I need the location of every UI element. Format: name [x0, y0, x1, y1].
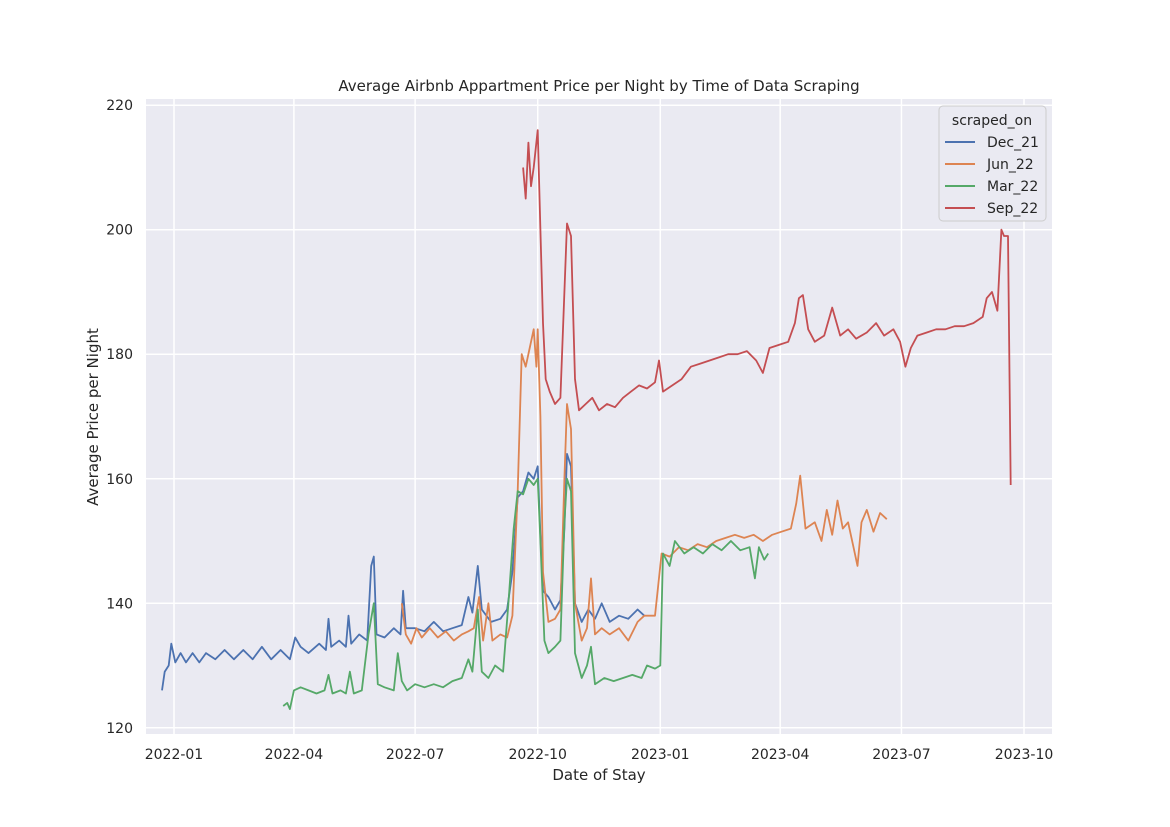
legend-label: Sep_22 — [987, 201, 1038, 217]
x-tick-label: 2022-07 — [386, 747, 445, 763]
x-tick-label: 2023-04 — [751, 747, 810, 763]
y-axis-ticks: 120 140 160 180 200 220 — [106, 98, 133, 737]
y-tick-label: 220 — [106, 98, 133, 114]
y-tick-label: 180 — [106, 347, 133, 363]
legend-title: scraped_on — [952, 113, 1032, 129]
series-line-jun-22 — [400, 328, 888, 645]
legend: scraped_on Dec_21 Jun_22 Mar_22 Sep_22 — [938, 105, 1047, 222]
series-layer — [161, 129, 1012, 710]
x-axis-ticks: 2022-01 2022-04 2022-07 2022-10 2023-01 2023-… — [145, 747, 1054, 763]
plot-area — [146, 99, 1052, 734]
chart-title: Average Airbnb Appartment Price per Nigh… — [338, 77, 859, 95]
legend-label: Mar_22 — [987, 179, 1038, 195]
x-tick-label: 2022-01 — [145, 747, 204, 763]
series-line-mar-22 — [282, 477, 769, 710]
y-axis-title: Average Price per Night — [84, 328, 102, 506]
legend-items: Dec_21 Jun_22 Mar_22 Sep_22 — [945, 135, 1039, 217]
series-line-sep-22 — [522, 129, 1012, 486]
legend-label: Dec_21 — [987, 135, 1039, 151]
x-tick-label: 2022-10 — [508, 747, 567, 763]
y-tick-label: 160 — [106, 472, 133, 488]
y-tick-label: 200 — [106, 223, 133, 239]
y-tick-label: 140 — [106, 596, 133, 612]
x-tick-label: 2023-01 — [631, 747, 690, 763]
x-axis-title: Date of Stay — [552, 766, 645, 784]
x-tick-label: 2023-07 — [872, 747, 931, 763]
x-tick-label: 2023-10 — [995, 747, 1054, 763]
legend-box — [938, 105, 1047, 222]
y-tick-label: 120 — [106, 721, 133, 737]
legend-label: Jun_22 — [986, 157, 1034, 173]
x-tick-label: 2022-04 — [265, 747, 324, 763]
